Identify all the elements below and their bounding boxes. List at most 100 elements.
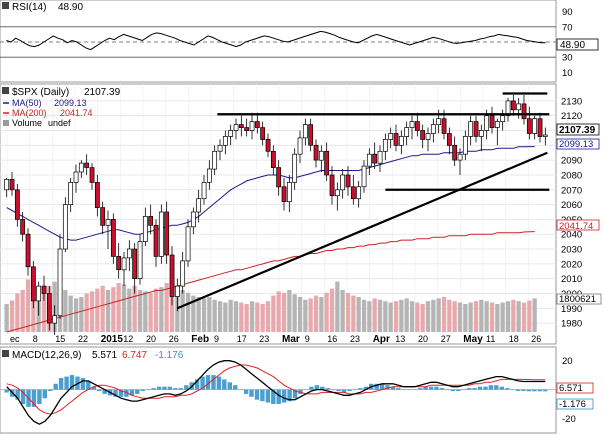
macd-hist-bar: [341, 389, 347, 393]
macd-hist-bar: [37, 389, 42, 404]
candle-down: [372, 153, 378, 164]
x-tick-label: 8: [33, 334, 38, 344]
macd-hist-bar: [194, 379, 200, 390]
volume-badge: 1800621: [559, 294, 596, 305]
macd-hist-bar: [156, 386, 162, 390]
volume-bar: [271, 295, 276, 332]
volume-bar: [159, 287, 164, 332]
candle-down: [345, 174, 351, 188]
volume-bar: [452, 301, 457, 332]
volume-bar: [25, 279, 31, 332]
candle-up: [542, 134, 548, 137]
macd-hist-bar: [271, 389, 276, 404]
macd-hist-bar: [499, 386, 504, 390]
volume-bar: [495, 304, 500, 332]
macd-hist-bar: [418, 388, 423, 390]
candle-down: [260, 127, 266, 140]
macd-hist-bar: [243, 389, 249, 394]
candle-up: [142, 216, 148, 242]
volume-bar: [111, 287, 116, 332]
macd-hist-bar: [113, 389, 118, 397]
volume-bar: [255, 302, 260, 332]
volume-bar: [377, 299, 383, 332]
macd-hist-bar: [287, 389, 292, 402]
rsi-panel: 9070503010 RSI(14) 48.90 48.90: [0, 0, 599, 83]
volume-bar: [164, 283, 169, 332]
volume-bar: [383, 301, 388, 332]
macd-hist-bar: [363, 386, 368, 390]
trendlines: [176, 92, 550, 310]
x-tick-label: 18: [509, 334, 519, 344]
volume-bar: [319, 297, 324, 332]
candle-up: [532, 118, 538, 134]
volume-bar: [73, 298, 79, 332]
volume-bar: [281, 292, 287, 332]
macd-hist-bar: [91, 386, 96, 390]
price-tick-label: 2020: [561, 259, 582, 270]
volume-bar: [105, 290, 111, 332]
price-panel: 2130212021102100209020802070206020502040…: [0, 83, 602, 345]
macd-hist-badge-box: [556, 398, 594, 410]
macd-line: [6, 360, 546, 425]
candle-down: [164, 211, 170, 256]
rsi-tick-label: 90: [562, 7, 573, 18]
macd-hist-bar: [352, 389, 358, 391]
macd-hist-bar: [483, 386, 488, 390]
candle-up: [484, 115, 490, 131]
volume-bar: [361, 299, 367, 332]
macd-hist-badge: -1.176: [559, 399, 586, 410]
x-tick-label: 2015: [101, 334, 124, 345]
candle-up: [494, 121, 500, 128]
price-tick-label: 2120: [561, 111, 582, 122]
macd-hist-bar: [330, 389, 336, 391]
volume-bar: [212, 299, 217, 332]
volume-bar: [527, 300, 532, 332]
macd-hist-bar: [325, 388, 330, 390]
candle-down: [25, 233, 31, 268]
macd-hist-bar: [505, 388, 510, 390]
volume-bar: [265, 301, 271, 332]
volume-bar: [473, 301, 479, 332]
macd-hist-bar: [439, 388, 445, 390]
volume-bar: [169, 281, 175, 332]
volume-legend-value: undef: [48, 118, 71, 128]
rsi-tick-label: 10: [562, 68, 573, 79]
volume-bar: [180, 290, 185, 332]
macd-hist-bar: [298, 389, 303, 394]
macd-hist-bar: [53, 383, 58, 390]
macd-hist-bar: [260, 389, 265, 402]
volume-bar: [132, 285, 137, 332]
x-tick-label: 23: [259, 334, 269, 344]
volume-bar: [127, 288, 132, 332]
volume-bar: [399, 299, 404, 332]
volume-bar: [276, 291, 281, 332]
candle-down: [84, 162, 90, 168]
macd-legend: MACD(12,26,9) 5.571 6.747 -1.176: [2, 350, 184, 361]
candle-up: [436, 118, 442, 125]
candle-down: [350, 186, 356, 200]
macd-hist-bar: [102, 389, 107, 394]
candle-up: [78, 162, 84, 173]
macd-hist-bar: [461, 389, 466, 391]
macd-hist-bar: [265, 389, 271, 403]
macd-hist-bar: [135, 389, 140, 394]
candle-up: [404, 127, 410, 137]
rsi-tick-label: 30: [562, 53, 573, 64]
candle-up: [478, 130, 484, 137]
macd-signal-badge: 6.571: [559, 383, 583, 394]
volume-bar: [228, 299, 233, 332]
volume-bar: [431, 299, 436, 332]
candle-down: [276, 167, 282, 188]
candle-up: [190, 211, 196, 228]
macd-hist-bar: [58, 378, 64, 390]
candle-down: [526, 118, 532, 134]
candle-up: [68, 182, 74, 205]
candle-up: [425, 133, 431, 140]
price-tick-label: 2130: [561, 96, 582, 107]
candle-down: [20, 219, 26, 235]
candle-up: [121, 257, 127, 271]
volume-bar: [436, 298, 441, 332]
candle-up: [105, 219, 111, 226]
macd-tick-label: 20: [562, 356, 573, 367]
x-tick-label: 17: [237, 334, 247, 344]
